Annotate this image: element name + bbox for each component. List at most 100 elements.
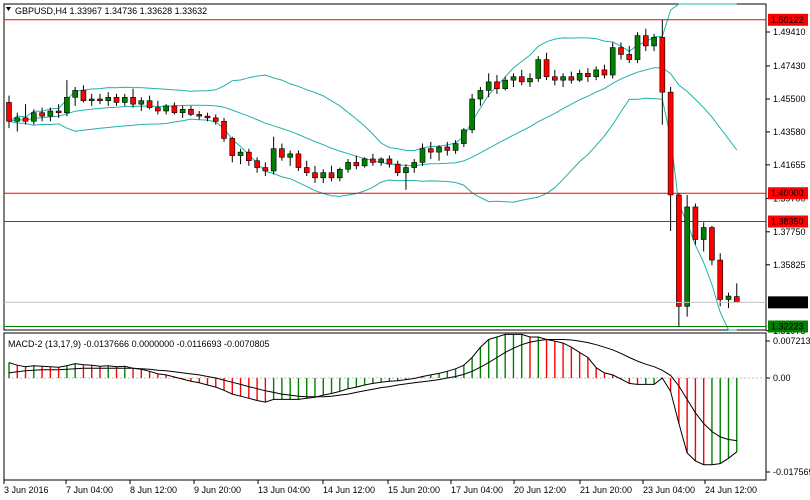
candle-body[interactable] xyxy=(196,114,203,117)
candle-body[interactable] xyxy=(246,151,252,161)
candle-body[interactable] xyxy=(188,108,194,115)
candle-body[interactable] xyxy=(601,69,608,76)
candle-body[interactable] xyxy=(105,96,112,102)
indicator-axis-label: 0.007213 xyxy=(773,336,810,346)
candle-body[interactable] xyxy=(717,259,724,300)
candle-body[interactable] xyxy=(254,160,260,168)
candle-body[interactable] xyxy=(543,59,550,78)
time-axis-label: 17 Jun 04:00 xyxy=(451,485,503,495)
candle-body[interactable] xyxy=(568,76,575,81)
candle-body[interactable] xyxy=(97,98,103,102)
candle-body[interactable] xyxy=(527,78,533,83)
candle-body[interactable] xyxy=(518,76,525,83)
candle-body[interactable] xyxy=(370,158,376,163)
candle-body[interactable] xyxy=(279,148,285,158)
candle-body[interactable] xyxy=(403,167,409,173)
candle-body[interactable] xyxy=(221,120,227,139)
candle-body[interactable] xyxy=(39,112,45,117)
candle-body[interactable] xyxy=(121,96,128,103)
candle-body[interactable] xyxy=(146,100,153,108)
candle-body[interactable] xyxy=(692,206,699,240)
candle-body[interactable] xyxy=(444,146,451,151)
candle-body[interactable] xyxy=(287,153,293,158)
candle-body[interactable] xyxy=(378,158,384,163)
candle-body[interactable] xyxy=(725,295,732,300)
candle-body[interactable] xyxy=(593,69,599,78)
candle-body[interactable] xyxy=(55,110,62,114)
candle-body[interactable] xyxy=(651,37,657,47)
candle-body[interactable] xyxy=(262,167,269,172)
candle-body[interactable] xyxy=(14,117,21,122)
price-axis-label: 1.45500 xyxy=(773,94,806,104)
candle-body[interactable] xyxy=(419,148,426,163)
candle-body[interactable] xyxy=(155,107,161,112)
candle-body[interactable] xyxy=(576,72,583,81)
candle-body[interactable] xyxy=(626,54,633,60)
candle-body[interactable] xyxy=(138,100,145,105)
candle-body[interactable] xyxy=(477,90,484,100)
candle-body[interactable] xyxy=(386,158,393,165)
candle-body[interactable] xyxy=(560,76,566,81)
candle-body[interactable] xyxy=(204,115,211,119)
candle-body[interactable] xyxy=(667,91,674,196)
dropdown-arrow-icon[interactable] xyxy=(6,7,11,11)
candle-body[interactable] xyxy=(427,148,434,153)
candle-body[interactable] xyxy=(320,172,327,179)
candle-body[interactable] xyxy=(163,105,169,112)
candle-body[interactable] xyxy=(88,98,95,102)
level-price-tag xyxy=(768,320,808,333)
candle-body[interactable] xyxy=(618,47,624,55)
candle-body[interactable] xyxy=(411,162,418,168)
candle-body[interactable] xyxy=(659,37,666,93)
candle-body[interactable] xyxy=(328,172,335,179)
candle-body[interactable] xyxy=(72,90,78,98)
candle-body[interactable] xyxy=(295,153,302,168)
candle-body[interactable] xyxy=(229,138,236,156)
candle-body[interactable] xyxy=(461,129,467,144)
candle-body[interactable] xyxy=(336,168,343,179)
candle-body[interactable] xyxy=(113,96,120,103)
level-price-label: 1.32223 xyxy=(771,322,804,332)
candle-body[interactable] xyxy=(485,81,492,91)
candle-body[interactable] xyxy=(237,151,244,156)
candle-body[interactable] xyxy=(535,59,542,79)
candle-body[interactable] xyxy=(179,108,186,114)
candle-body[interactable] xyxy=(303,167,310,173)
candle-body[interactable] xyxy=(64,96,70,114)
candle-body[interactable] xyxy=(510,76,517,81)
indicator-axis-label: -0.017569 xyxy=(773,467,810,477)
candle-body[interactable] xyxy=(31,112,37,122)
candle-body[interactable] xyxy=(642,35,649,47)
candle-body[interactable] xyxy=(353,162,360,167)
candle-body[interactable] xyxy=(361,158,368,167)
candle-body[interactable] xyxy=(6,102,12,122)
candle-body[interactable] xyxy=(394,163,401,173)
candle-body[interactable] xyxy=(270,148,277,172)
candle-body[interactable] xyxy=(676,194,682,307)
candle-body[interactable] xyxy=(469,98,475,131)
candle-body[interactable] xyxy=(609,47,616,76)
candle-body[interactable] xyxy=(80,90,87,102)
candle-body[interactable] xyxy=(212,117,219,122)
candle-body[interactable] xyxy=(130,96,136,105)
candle-body[interactable] xyxy=(733,296,740,303)
candle-body[interactable] xyxy=(345,162,351,170)
candle-body[interactable] xyxy=(171,105,178,114)
candle-body[interactable] xyxy=(709,227,715,261)
level-price-tag xyxy=(768,187,808,200)
candle-body[interactable] xyxy=(684,206,690,307)
candle-body[interactable] xyxy=(452,143,459,151)
candle-body[interactable] xyxy=(494,81,500,90)
candle-body[interactable] xyxy=(47,110,54,117)
candle-body[interactable] xyxy=(312,172,318,179)
candle-body[interactable] xyxy=(585,72,591,78)
candle-body[interactable] xyxy=(634,35,641,60)
time-axis-label: 20 Jun 12:00 xyxy=(514,485,566,495)
candle-body[interactable] xyxy=(22,117,29,122)
candle-body[interactable] xyxy=(502,79,509,90)
candle-body[interactable] xyxy=(436,146,442,153)
candle-body[interactable] xyxy=(552,76,558,81)
candle-body[interactable] xyxy=(700,227,707,240)
